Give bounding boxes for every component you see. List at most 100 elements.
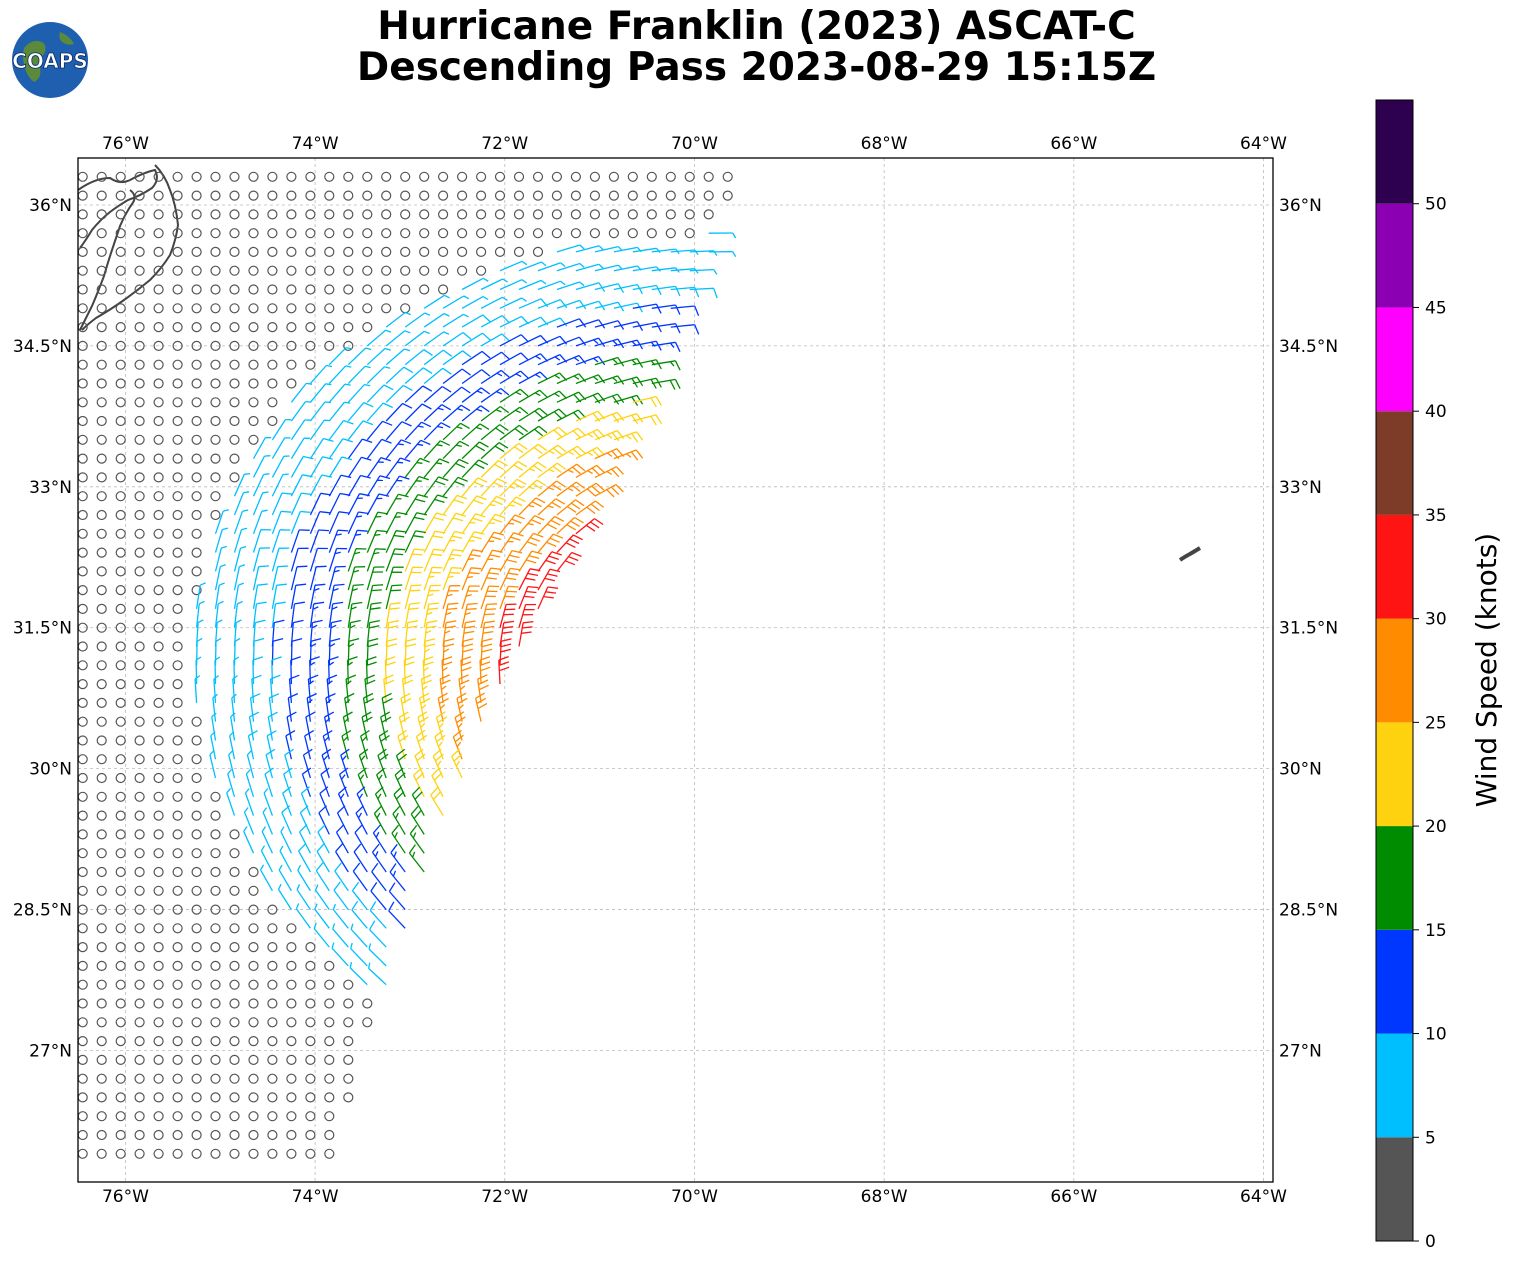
wind-barb	[366, 566, 385, 591]
wind-barb	[518, 461, 547, 478]
wind-barb	[362, 998, 373, 1009]
colorbar-label: Wind Speed (knots)	[1470, 533, 1503, 807]
wind-barb	[290, 419, 311, 441]
wind-barb	[134, 603, 145, 615]
wind-barb	[96, 866, 107, 878]
wind-barb	[134, 284, 145, 295]
wind-barb	[404, 566, 424, 591]
wind-barb	[404, 421, 432, 441]
wind-barb	[191, 754, 202, 765]
wind-barb	[305, 340, 316, 351]
wind-barb	[368, 943, 387, 967]
wind-barb	[96, 190, 107, 201]
wind-barb	[248, 359, 259, 370]
wind-barb	[438, 246, 449, 257]
wind-barb	[346, 656, 358, 685]
wind-barb	[344, 692, 355, 722]
wind-barb	[283, 767, 293, 798]
wind-barb	[419, 246, 430, 257]
title-line-2: Descending Pass 2023-08-29 15:15Z	[356, 45, 1157, 90]
wind-barb	[210, 791, 221, 802]
wind-barb	[191, 885, 202, 896]
wind-barb	[384, 656, 396, 685]
wind-barb	[317, 824, 330, 854]
wind-barb	[343, 1054, 354, 1066]
wind-barb	[461, 277, 489, 291]
lon-tick-label-top: 64°W	[1240, 134, 1287, 154]
wind-barb	[271, 473, 289, 497]
wind-barb	[172, 885, 183, 896]
wind-barb	[78, 1073, 88, 1084]
wind-barb	[328, 401, 351, 422]
wind-barb	[191, 1111, 202, 1122]
wind-barb	[210, 509, 221, 521]
wind-barb	[305, 1054, 316, 1066]
wind-barb	[172, 359, 183, 370]
wind-barb	[335, 824, 349, 854]
wind-barb	[458, 674, 470, 703]
wind-barb	[210, 397, 221, 408]
wind-barb	[474, 692, 488, 722]
wind-barb	[134, 434, 145, 445]
wind-barb	[480, 585, 500, 610]
wind-barb	[324, 1054, 335, 1066]
wind-barb	[210, 434, 221, 445]
wind-barb	[499, 370, 529, 385]
wind-barb	[423, 494, 448, 516]
wind-barb	[298, 824, 311, 854]
wind-barb	[248, 979, 259, 990]
wind-barb	[480, 567, 502, 591]
wind-barb	[263, 788, 274, 816]
wind-barb	[252, 619, 266, 647]
wind-barb	[480, 549, 503, 572]
wind-barb	[191, 1054, 202, 1066]
wind-barb	[153, 1054, 164, 1066]
wind-barb	[313, 922, 330, 948]
wind-barb	[115, 960, 126, 972]
wind-barb	[513, 209, 525, 220]
wind-barb	[343, 340, 354, 351]
wind-barb	[343, 1092, 354, 1103]
wind-barb	[231, 693, 237, 722]
lon-tick-label-top: 76°W	[102, 134, 149, 154]
wind-barb	[191, 735, 202, 746]
wind-barb	[286, 265, 297, 276]
lon-tick-label-bottom: 64°W	[1240, 1187, 1287, 1207]
wind-barb	[96, 171, 107, 182]
wind-barb	[172, 641, 183, 652]
wind-barb	[115, 1054, 126, 1066]
wind-barb	[153, 209, 164, 220]
chart-title: Hurricane Franklin (2023) ASCAT-C Descen…	[0, 6, 1513, 88]
wind-barb	[646, 228, 657, 239]
wind-barb	[594, 411, 625, 423]
wind-barb	[345, 674, 357, 703]
wind-barb	[210, 1017, 221, 1028]
wind-barb	[271, 529, 291, 553]
wind-barb	[96, 829, 107, 840]
wind-barb	[324, 228, 335, 239]
wind-barb	[191, 979, 202, 990]
wind-barb	[191, 584, 202, 596]
wind-barb	[229, 1148, 240, 1159]
wind-barb	[248, 904, 259, 915]
wind-barb	[324, 1111, 335, 1122]
wind-barb	[362, 322, 373, 333]
wind-barb	[248, 923, 259, 934]
wind-barb	[324, 265, 335, 276]
wind-barb	[532, 228, 544, 239]
wind-barb	[153, 660, 164, 671]
wind-barb	[271, 492, 293, 516]
wind-barb	[400, 692, 412, 722]
lat-tick-label-right: 33°N	[1279, 478, 1322, 498]
colorbar-tick-label: 25	[1425, 713, 1447, 733]
wind-barb	[96, 322, 107, 333]
wind-barb	[627, 190, 638, 201]
wind-barb	[461, 567, 482, 591]
wind-barb	[78, 641, 88, 652]
wind-barb	[115, 998, 126, 1009]
wind-barb	[442, 331, 472, 347]
wind-barb	[373, 805, 387, 835]
wind-barb	[265, 748, 276, 779]
wind-barb	[286, 359, 297, 370]
wind-barb	[248, 998, 259, 1009]
